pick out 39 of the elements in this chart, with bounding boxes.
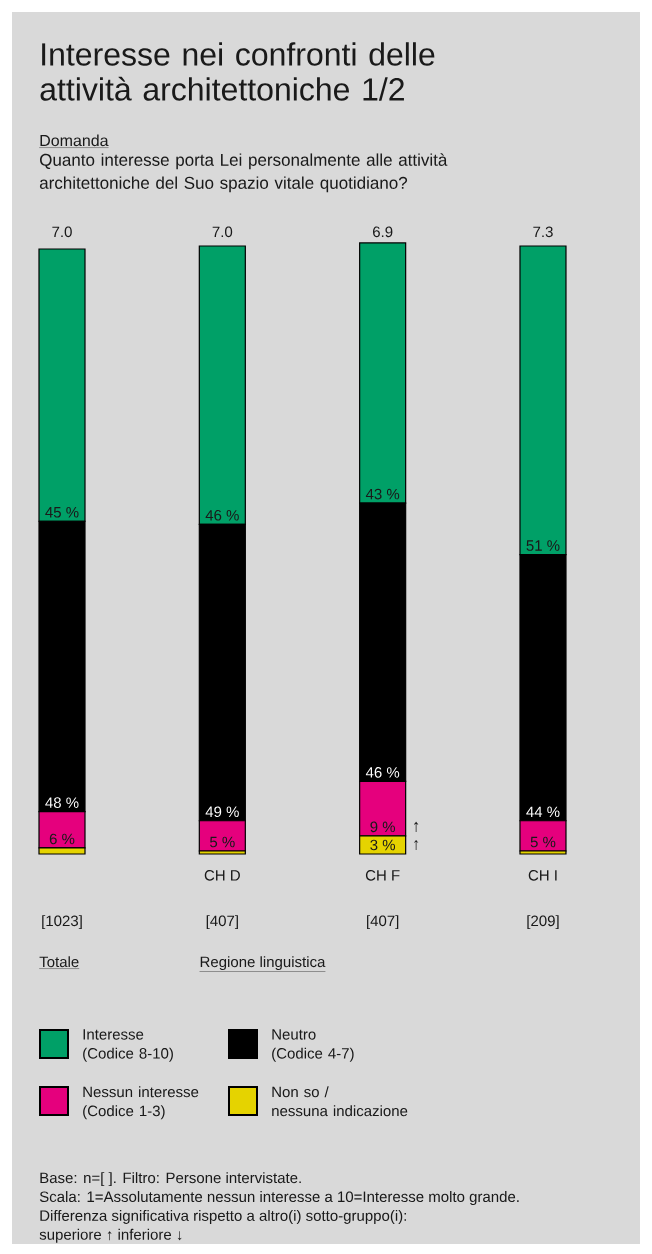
data-label: 49 % [205,806,239,818]
data-label: 48 % [45,797,79,808]
data-label: 9 % [370,821,396,833]
text: Domanda [40,134,109,147]
data-label: 5 % [210,836,235,848]
text: 6.9 [373,226,393,238]
data-label: 44 % [526,806,560,818]
annotation: ↑ [414,839,419,851]
data-label: 46 % [365,767,400,778]
text: 7.3 [533,226,553,238]
text: Scala: 1=Assolutamente nessun interesse a 10=Interesse molto grande. [39,1191,519,1206]
data-label: 6 % [49,833,75,845]
legend-label: Nessun interesse (Codice 1-3) [83,1086,199,1120]
text: 7.0 [52,226,72,238]
text: Regione linguistica [200,956,326,971]
legend-label: Interesse (Codice 8-10) [83,1029,173,1062]
text: Differenza significativa rispetto a altro(i) sotto-gruppo(i): [40,1209,406,1224]
legend-label: Neutro (Codice 4-7) [272,1029,354,1062]
data-label: 45 % [45,507,79,518]
data-label: 3 % [370,839,396,851]
data-label: 43 % [365,488,400,500]
text: [1023] [42,915,82,930]
legend-label: Non so / nessuna indicazione [272,1086,408,1117]
text: Base: n=[ ]. Filtro: Persone intervistate. [40,1172,301,1187]
text: Totale [39,956,79,968]
data-label: 5 % [530,836,556,848]
text: [407] [206,915,238,930]
x-tick-label: CH F [365,870,400,881]
data-label: 46 % [205,509,239,521]
data-label: 51 % [526,540,560,551]
annotation: ↑ [414,821,419,832]
chart-subtitle: Quanto interesse porta Lei personalmente alle attività architettoniche del Suo spazio vitale quotidiano? [39,153,448,193]
text: [407] [367,915,399,930]
x-tick-label: CH D [204,870,240,881]
text: 7.0 [212,226,233,238]
x-tick-label: CH I [528,870,557,881]
chart-title: Interesse nei confronti delle attività architettoniche 1/2 [40,42,435,101]
text: superiore ↑ inferiore ↓ [39,1228,182,1243]
text: [209] [527,915,559,930]
